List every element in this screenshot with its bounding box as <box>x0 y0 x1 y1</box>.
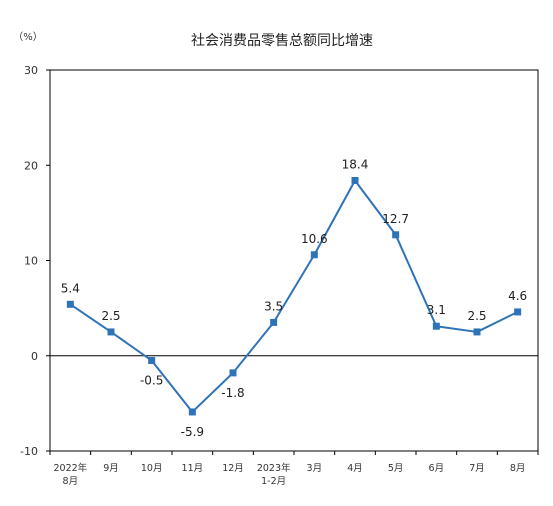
y-tick-label: 0 <box>31 350 38 363</box>
data-label: -1.8 <box>221 386 244 400</box>
x-tick-label: 6月 <box>429 463 445 474</box>
y-axis-unit: （%） <box>13 31 43 43</box>
data-point <box>107 328 115 336</box>
markers <box>66 176 522 416</box>
data-label: -5.9 <box>181 425 204 439</box>
data-label: 12.7 <box>382 212 409 226</box>
data-point <box>148 357 156 365</box>
x-tick-label: 4月 <box>347 463 363 474</box>
x-tick-label: 2023年 <box>257 462 291 474</box>
y-tick-label: -10 <box>20 445 38 458</box>
x-tick-label: 1-2月 <box>261 476 286 487</box>
x-tick-label: 8月 <box>510 463 526 474</box>
y-tick-label: 30 <box>24 64 38 77</box>
x-tick-label: 3月 <box>307 463 323 474</box>
data-point <box>229 369 237 377</box>
series-line-group <box>69 179 519 413</box>
data-label: 4.6 <box>508 289 527 303</box>
data-label: 3.5 <box>264 299 283 313</box>
series-line <box>69 179 519 413</box>
x-ticks: 2022年 8月 9月 10月 11月 12月 2023年 1-2月 3月 4月 5月 6月 7月 8月 <box>49 451 539 487</box>
data-point <box>473 328 481 336</box>
chart-title: 社会消费品零售总额同比增速 <box>191 33 373 49</box>
y-tick-label: 20 <box>24 159 38 172</box>
data-point <box>351 176 359 184</box>
data-labels: 5.4 2.5 -0.5 -5.9 -1.8 3.5 10.6 18.4 12.7 3.1 2.5 4… <box>61 157 527 438</box>
data-label: -0.5 <box>140 374 163 388</box>
x-tick-label: 10月 <box>141 463 163 474</box>
x-tick-label: 2022年 <box>53 462 87 474</box>
data-point <box>270 318 278 326</box>
data-point <box>392 231 400 239</box>
y-ticks: 30 20 10 0 -10 <box>20 64 50 458</box>
data-label: 2.5 <box>101 309 120 323</box>
x-tick-label: 12月 <box>222 463 244 474</box>
data-label: 3.1 <box>427 303 446 317</box>
data-label: 18.4 <box>342 157 369 171</box>
data-point <box>432 322 440 330</box>
data-point <box>188 408 196 416</box>
plot-frame <box>49 69 539 452</box>
x-tick-label: 8月 <box>63 476 79 487</box>
data-label: 2.5 <box>467 309 486 323</box>
data-point <box>310 251 318 259</box>
x-tick-label: 5月 <box>388 463 404 474</box>
x-tick-label: 7月 <box>469 463 485 474</box>
x-tick-label: 9月 <box>103 463 119 474</box>
x-tick-label: 11月 <box>182 463 204 474</box>
data-point <box>514 308 522 316</box>
data-label: 5.4 <box>61 281 80 295</box>
y-tick-label: 10 <box>24 255 38 268</box>
data-label: 10.6 <box>301 232 328 246</box>
data-point <box>66 300 74 308</box>
axes <box>49 69 539 452</box>
